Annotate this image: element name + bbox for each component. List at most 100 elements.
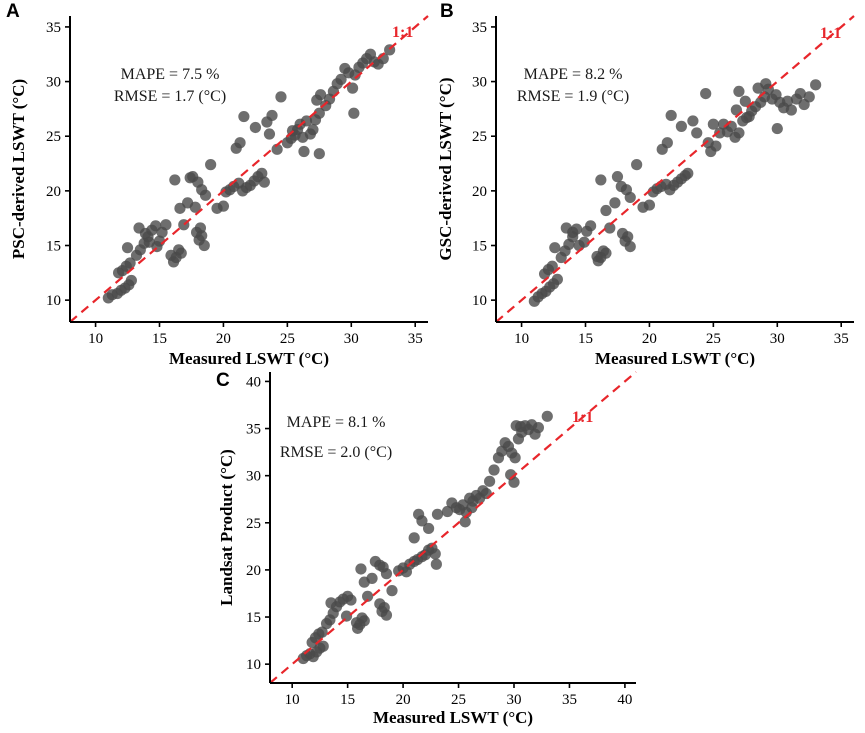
data-point (441, 505, 454, 518)
reference-line-label: 1:1 (572, 409, 593, 426)
data-point (466, 502, 478, 514)
data-point (416, 515, 428, 527)
data-point (386, 585, 398, 597)
data-point (194, 222, 207, 234)
data-point (429, 548, 441, 560)
panel-A: 1:1 10 15 20 25 30 35 10 15 20 25 30 35 Measured LSWT… (6, 1, 429, 368)
y-axis-label: Landsat Product (°C) (217, 449, 236, 606)
x-tick-label: 30 (770, 331, 785, 347)
panel-B: 1:1 10 15 20 25 30 35 10 15 20 25 30 35 Measured LSWT… (436, 1, 855, 368)
y-tick-label: 35 (472, 20, 487, 36)
y-tick-label: 20 (46, 184, 61, 200)
data-point (317, 640, 329, 652)
y-tick-label: 20 (246, 563, 261, 579)
y-tick-label: 15 (472, 239, 487, 255)
data-point (682, 167, 694, 179)
reference-line-label: 1:1 (392, 24, 413, 41)
data-point (760, 78, 772, 90)
data-point (258, 176, 270, 188)
data-point (350, 617, 363, 629)
x-tick-label: 25 (706, 331, 721, 347)
x-axis-label: Measured LSWT (°C) (373, 708, 533, 727)
data-point (160, 219, 172, 231)
data-point (362, 590, 374, 602)
data-point (611, 171, 624, 183)
data-point (238, 110, 250, 123)
x-tick-label: 20 (642, 331, 657, 347)
data-point (591, 250, 603, 263)
data-point (794, 87, 806, 100)
data-point (316, 626, 328, 638)
data-point (234, 137, 246, 149)
data-point (739, 95, 751, 107)
data-point (300, 115, 313, 127)
data-point (325, 597, 337, 609)
scatter-points (297, 410, 553, 665)
y-tick-label: 15 (46, 239, 61, 255)
scatter-points (102, 44, 396, 304)
mape-label: MAPE = 8.2 % (524, 66, 623, 83)
y-axis-label: GSC-derived LSWT (°C) (436, 77, 455, 260)
y-tick-label: 10 (472, 293, 487, 309)
data-point (622, 231, 634, 243)
x-tick-label: 35 (834, 331, 849, 347)
data-point (346, 82, 359, 94)
data-point (139, 227, 152, 240)
x-tick-label: 20 (396, 692, 411, 708)
y-tick-label: 35 (246, 422, 261, 438)
panel-C: 1:1 10 15 20 25 30 35 40 10 15 20 25 30 35 40 Measured … (216, 370, 637, 727)
data-point (661, 137, 673, 149)
panel-letter: A (6, 1, 20, 22)
data-point (743, 110, 755, 123)
data-point (771, 122, 783, 135)
y-tick-label: 25 (46, 129, 61, 145)
data-point (430, 558, 442, 570)
data-point (702, 137, 714, 149)
data-point (165, 249, 177, 261)
data-point (532, 422, 545, 434)
data-point (484, 475, 496, 487)
data-point (256, 167, 268, 179)
y-tick-label: 30 (46, 75, 61, 91)
data-point (313, 148, 325, 160)
data-point (125, 274, 137, 287)
data-point (595, 174, 607, 186)
data-point (459, 516, 471, 528)
data-point (567, 226, 579, 238)
x-tick-label: 30 (344, 331, 359, 347)
data-point (355, 563, 367, 575)
data-point (604, 222, 616, 234)
data-point (643, 199, 656, 211)
data-point (315, 89, 327, 101)
data-point (275, 91, 287, 103)
data-point (431, 508, 444, 520)
data-point (205, 159, 217, 171)
y-tick-label: 10 (246, 657, 261, 673)
data-point (707, 118, 719, 130)
data-point (189, 201, 201, 213)
x-axis-label: Measured LSWT (°C) (595, 349, 755, 368)
x-tick-label: 40 (617, 692, 632, 708)
mape-label: MAPE = 8.1 % (287, 414, 386, 431)
x-tick-label: 25 (280, 331, 295, 347)
data-point (307, 124, 319, 136)
data-point (665, 109, 677, 122)
data-point (480, 487, 492, 500)
data-point (408, 532, 420, 544)
data-point (313, 107, 325, 119)
y-tick-label: 20 (472, 184, 487, 200)
data-point (515, 421, 527, 433)
data-point (675, 120, 687, 132)
scatter-points (528, 78, 822, 307)
data-point (335, 73, 347, 85)
rmse-label: RMSE = 2.0 (°C) (280, 444, 392, 461)
data-point (340, 610, 353, 622)
data-point (578, 236, 590, 248)
data-point (785, 104, 797, 116)
data-point (609, 197, 621, 209)
x-tick-label: 35 (562, 692, 577, 708)
data-point (169, 174, 181, 186)
data-point (345, 594, 357, 606)
x-tick-label: 15 (340, 692, 355, 708)
